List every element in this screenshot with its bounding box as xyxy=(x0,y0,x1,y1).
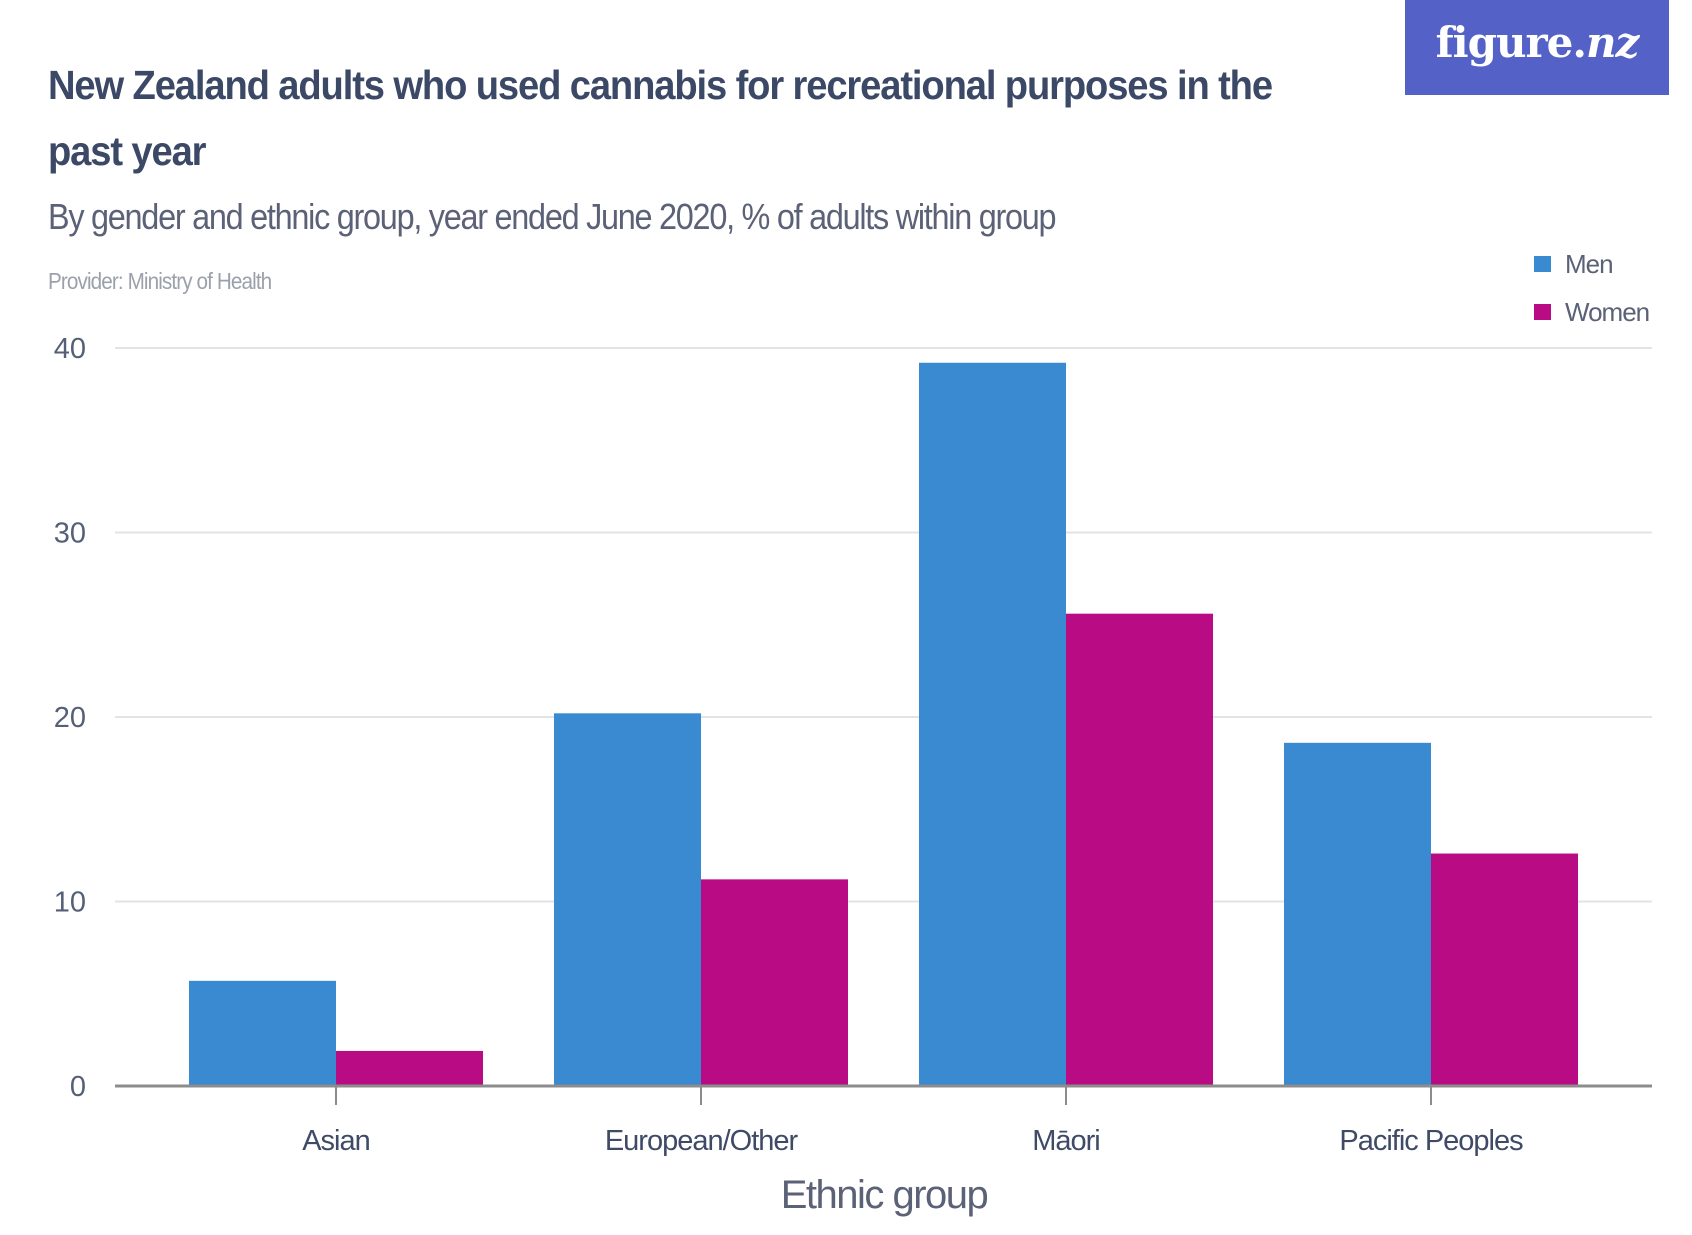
legend-label-women: Women xyxy=(1565,296,1650,327)
logo-text: figure.nz xyxy=(1435,18,1640,67)
x-tick-label: Pacific Peoples xyxy=(1339,1125,1523,1157)
logo-text-suffix: nz xyxy=(1586,18,1639,67)
bar-pacific-peoples-men xyxy=(1284,742,1431,1086)
legend-item-men: Men xyxy=(1534,240,1649,288)
y-tick-label: 20 xyxy=(54,702,86,734)
y-tick-label: 0 xyxy=(70,1071,86,1103)
data-provider: Provider: Ministry of Health xyxy=(48,268,272,294)
legend-label-men: Men xyxy=(1565,248,1614,279)
chart-subtitle: By gender and ethnic group, year ended J… xyxy=(48,196,1057,237)
x-tick-label: European/Other xyxy=(605,1125,799,1157)
y-tick-label: 30 xyxy=(54,518,86,550)
bars xyxy=(189,362,1578,1086)
y-tick-label: 10 xyxy=(54,887,86,919)
bar-european-other-women xyxy=(701,879,848,1086)
legend-swatch-women xyxy=(1534,304,1551,320)
bar-pacific-peoples-women xyxy=(1431,853,1578,1086)
y-axis-ticks: 0 10 20 30 40 xyxy=(54,333,86,1103)
bar-m-ori-women xyxy=(1066,613,1213,1086)
legend-item-women: Women xyxy=(1534,288,1650,336)
logo-text-main: figure. xyxy=(1435,18,1587,67)
y-tick-label: 40 xyxy=(54,333,86,365)
figure-nz-logo[interactable]: figure.nz xyxy=(1405,0,1669,95)
bar-european-other-men xyxy=(554,713,701,1086)
bar-asian-men xyxy=(189,980,336,1086)
legend-swatch-men xyxy=(1534,256,1551,272)
x-axis-title: Ethnic group xyxy=(781,1173,988,1217)
x-tick-label: Māori xyxy=(1032,1125,1100,1157)
bar-m-ori-men xyxy=(919,362,1066,1086)
x-tick-label: Asian xyxy=(302,1125,370,1157)
bar-asian-women xyxy=(336,1050,483,1086)
chart-legend: Men Women xyxy=(1534,240,1650,336)
x-axis: Asian European/Other Māori Pacific Peoples xyxy=(115,1084,1652,1157)
chart-title: New Zealand adults who used cannabis for… xyxy=(48,62,1273,174)
